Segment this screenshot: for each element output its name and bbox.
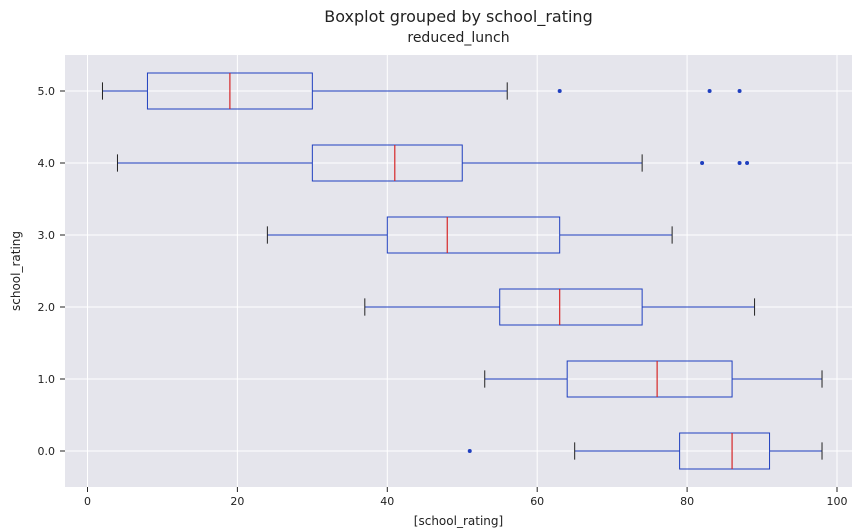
x-tick-label: 80 <box>680 495 694 508</box>
y-axis-label: school_rating <box>9 231 23 311</box>
chart-title: Boxplot grouped by school_rating <box>324 7 592 27</box>
outlier <box>558 89 562 93</box>
outlier <box>745 161 749 165</box>
outlier <box>738 89 742 93</box>
outlier <box>738 161 742 165</box>
y-tick-label: 4.0 <box>38 157 56 170</box>
y-tick-label: 5.0 <box>38 85 56 98</box>
outlier <box>700 161 704 165</box>
chart-subtitle: reduced_lunch <box>407 30 509 46</box>
chart-svg: 0 20 40 60 80 100 5.0 4.0 3.0 2.0 1.0 0.0 [school_ra… <box>0 0 867 532</box>
plot-area <box>65 55 852 487</box>
x-tick-label: 100 <box>827 495 848 508</box>
x-axis-label: [school_rating] <box>414 514 503 528</box>
y-tick-label: 2.0 <box>38 301 56 314</box>
y-tick-label: 0.0 <box>38 445 56 458</box>
x-tick-label: 0 <box>84 495 91 508</box>
x-tick-label: 40 <box>380 495 394 508</box>
y-tick-label: 3.0 <box>38 229 56 242</box>
outlier <box>468 449 472 453</box>
x-tick-label: 60 <box>530 495 544 508</box>
y-tick-label: 1.0 <box>38 373 56 386</box>
boxplot-chart: 0 20 40 60 80 100 5.0 4.0 3.0 2.0 1.0 0.0 [school_ra… <box>0 0 867 532</box>
x-tick-label: 20 <box>230 495 244 508</box>
outlier <box>708 89 712 93</box>
